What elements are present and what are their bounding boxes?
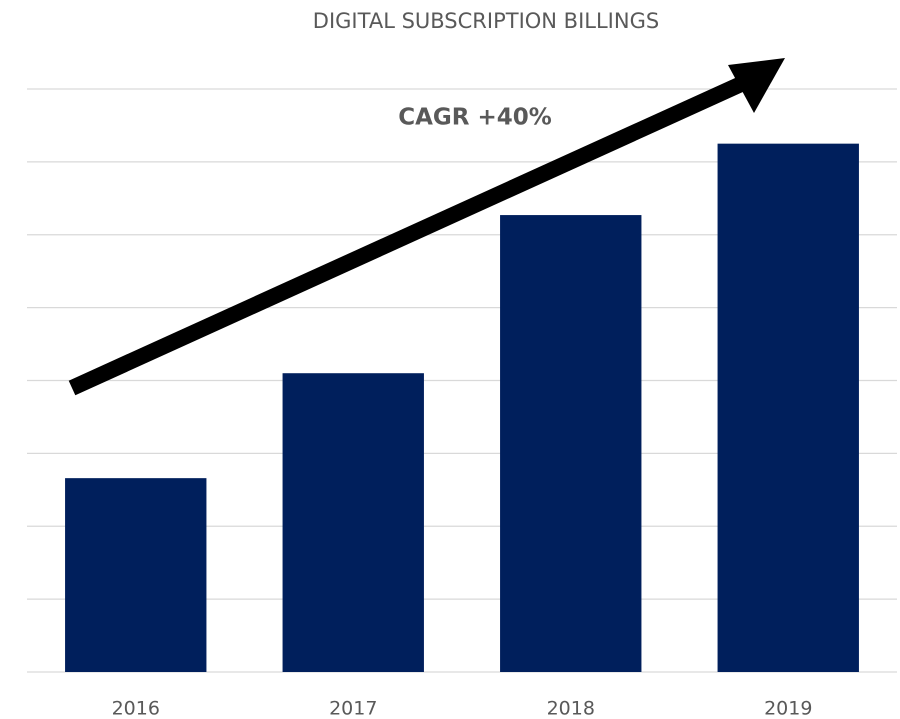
trend-arrow-head (728, 58, 785, 113)
bar (500, 215, 642, 673)
annotation: CAGR +40% (398, 105, 552, 131)
trend-arrow (68, 72, 754, 396)
x-tick-label: 2019 (764, 698, 812, 719)
x-tick-label: 2018 (547, 698, 595, 719)
bar (65, 478, 207, 672)
bar (282, 373, 424, 672)
bar (717, 143, 859, 672)
chart-title: DIGITAL SUBSCRIPTION BILLINGS (313, 9, 659, 33)
bars (65, 143, 859, 673)
x-tick-label: 2016 (112, 698, 160, 719)
x-tick-label: 2017 (329, 698, 377, 719)
